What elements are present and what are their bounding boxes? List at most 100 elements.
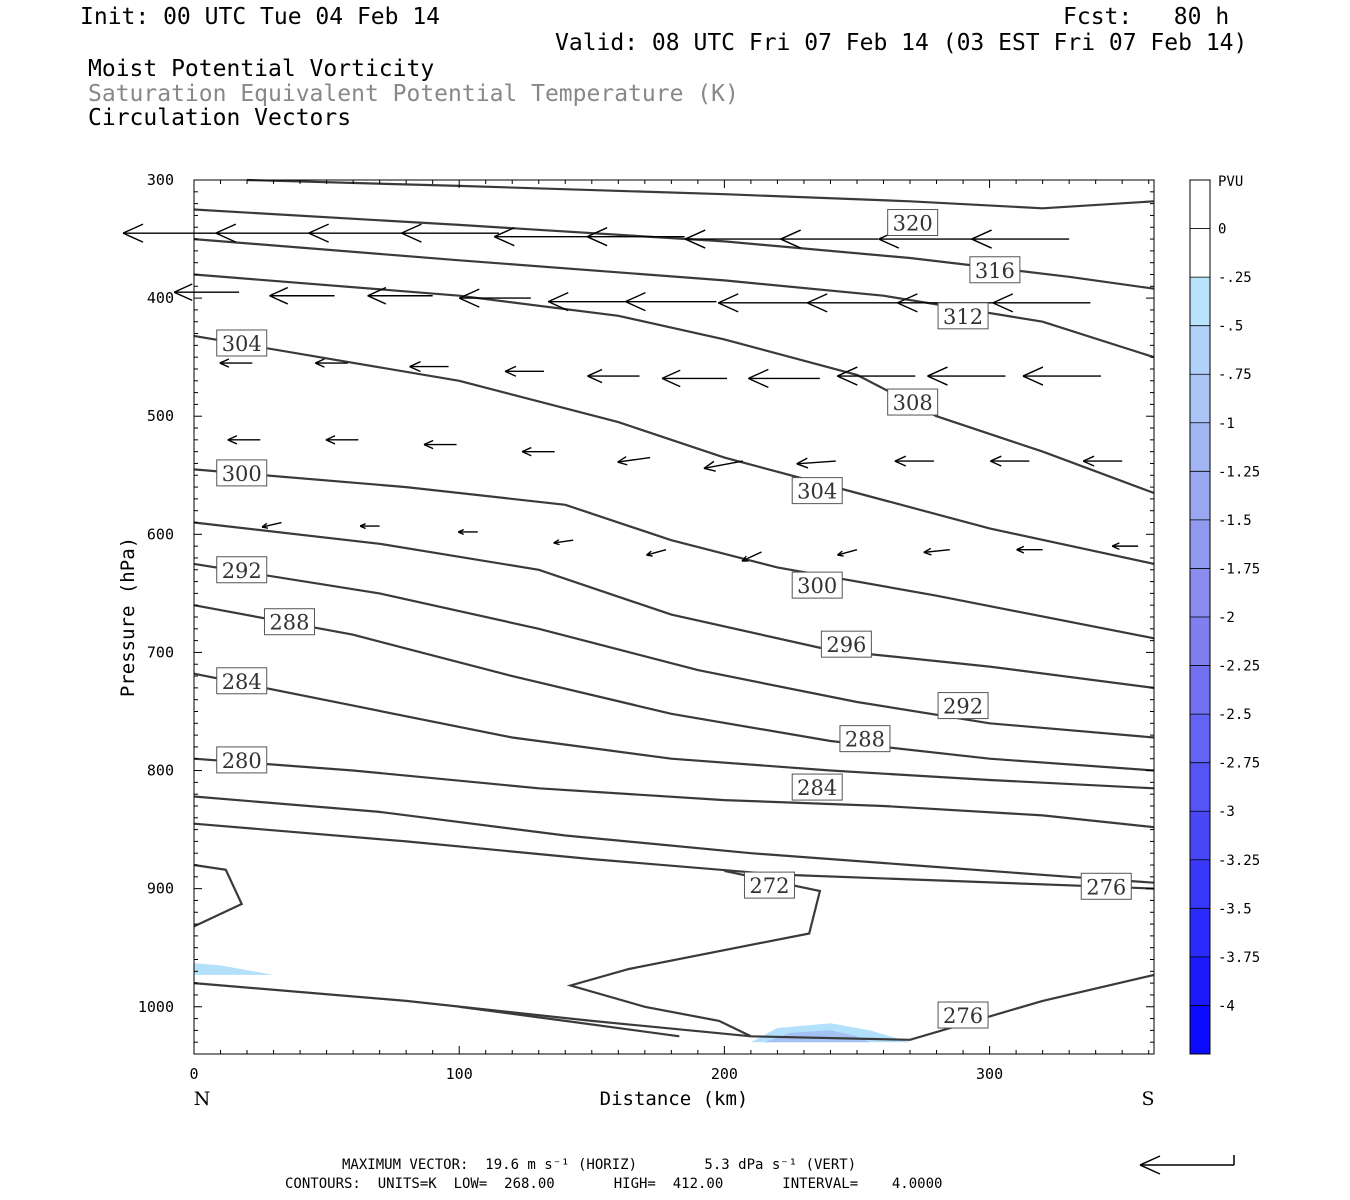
colorbar-label: -3.5 bbox=[1218, 901, 1252, 917]
vector-head bbox=[703, 460, 715, 469]
vector-head bbox=[227, 439, 238, 445]
vector-head bbox=[587, 368, 603, 377]
valid-time: Valid: 08 UTC Fri 07 Feb 14 (03 EST Fri … bbox=[555, 30, 1248, 56]
circulation-vector bbox=[927, 366, 1006, 386]
vector-head bbox=[409, 361, 421, 368]
vector-head bbox=[684, 229, 706, 240]
contour-label-text: 292 bbox=[222, 559, 262, 583]
colorbar-label: -2.5 bbox=[1218, 707, 1252, 723]
contour-label-text: 304 bbox=[222, 332, 262, 356]
vector-head bbox=[325, 439, 336, 445]
contour-label-text: 320 bbox=[893, 212, 933, 236]
circulation-vector bbox=[553, 539, 574, 546]
vector-head bbox=[269, 286, 289, 297]
circulation-vector bbox=[359, 522, 380, 530]
colorbar-segment bbox=[1190, 422, 1210, 472]
theta-contour-line bbox=[193, 973, 1155, 1041]
vector-head bbox=[359, 522, 366, 527]
circulation-vector bbox=[547, 292, 627, 312]
vector-head bbox=[717, 293, 739, 304]
vector-head bbox=[992, 302, 1014, 313]
theta-contour-line bbox=[193, 208, 1155, 290]
vector-head bbox=[261, 522, 268, 528]
vector-head bbox=[1111, 542, 1120, 547]
max-vector-note: MAXIMUM VECTOR: 19.6 m s⁻¹ (HORIZ) 5.3 d… bbox=[342, 1157, 857, 1173]
colorbar-segment bbox=[1190, 180, 1210, 230]
contour-label-box bbox=[216, 329, 268, 357]
vector-head bbox=[586, 236, 608, 247]
theta-contour-line bbox=[193, 334, 1155, 565]
y-tick-label: 900 bbox=[147, 880, 174, 898]
circulation-vector bbox=[227, 435, 261, 445]
circulation-vector bbox=[261, 521, 282, 529]
contour-label-text: 312 bbox=[943, 305, 983, 329]
contour-label-text: 272 bbox=[749, 874, 789, 898]
vector-head bbox=[423, 443, 434, 450]
contour-label-box bbox=[791, 477, 843, 505]
axes: 300 400 500 600 700 800 900 1000 0 100 200 300 bbox=[138, 171, 1154, 1083]
y-tick-label: 300 bbox=[147, 171, 174, 189]
field-title-pv: Moist Potential Vorticity bbox=[88, 56, 435, 82]
contour-label-box bbox=[743, 871, 795, 899]
contour-label-box bbox=[820, 630, 872, 658]
vector-head bbox=[990, 455, 1002, 462]
vector-head bbox=[796, 463, 809, 469]
colorbar-segment bbox=[1190, 811, 1210, 861]
field-title-theta: Saturation Equivalent Potential Temperat… bbox=[88, 81, 739, 107]
contour-label-text: 284 bbox=[797, 776, 837, 800]
theta-contour-line bbox=[246, 178, 1155, 210]
circulation-vector bbox=[717, 293, 810, 313]
colorbar-label: -.75 bbox=[1218, 367, 1252, 383]
colorbar-label: -3.25 bbox=[1218, 853, 1260, 869]
theta-contour-line bbox=[459, 1005, 680, 1038]
contour-label-text: 288 bbox=[269, 611, 309, 635]
theta-contour-line bbox=[193, 822, 1155, 890]
circulation-vector bbox=[173, 283, 240, 302]
circulation-vector bbox=[215, 223, 314, 243]
vector-head bbox=[837, 550, 843, 556]
circulation-vector bbox=[806, 293, 905, 313]
contour-label: 304 bbox=[791, 477, 843, 505]
circulation-vector bbox=[269, 286, 335, 305]
vector-shaft bbox=[617, 456, 651, 463]
colorbar-segment bbox=[1190, 1005, 1210, 1055]
vector-head bbox=[215, 223, 237, 234]
colorbar-label: -.5 bbox=[1218, 319, 1243, 335]
vector-head bbox=[617, 461, 628, 466]
circulation-vector bbox=[661, 369, 728, 388]
contour-label-text: 288 bbox=[845, 728, 885, 752]
contour-label: 296 bbox=[820, 630, 872, 658]
vector-head bbox=[1022, 375, 1044, 386]
contour-label: 304 bbox=[216, 329, 268, 357]
vector-head bbox=[1082, 460, 1095, 467]
contour-label-text: 300 bbox=[797, 574, 837, 598]
vector-head bbox=[927, 366, 948, 377]
vector-head bbox=[837, 554, 844, 557]
circulation-vector bbox=[586, 227, 685, 247]
contour-label-box bbox=[1080, 872, 1132, 900]
forecast-hour: Fcst: 80 h bbox=[1063, 4, 1230, 30]
init-time: Init: 00 UTC Tue 04 Feb 14 bbox=[80, 4, 441, 30]
vector-head bbox=[646, 554, 653, 557]
vector-head bbox=[457, 531, 465, 536]
vector-head bbox=[1022, 366, 1044, 377]
contour-label-box bbox=[839, 725, 891, 753]
circulation-vector bbox=[401, 223, 499, 243]
colorbar-label: -1 bbox=[1218, 416, 1235, 432]
contour-label-text: 276 bbox=[1086, 875, 1126, 899]
contour-label-text: 316 bbox=[975, 259, 1015, 283]
circulation-vector bbox=[325, 435, 359, 445]
y-tick-label: 800 bbox=[147, 762, 174, 780]
vector-shaft bbox=[923, 548, 950, 554]
vector-head bbox=[504, 365, 517, 372]
theta-contour-line bbox=[193, 672, 1155, 790]
vector-head bbox=[367, 295, 387, 305]
circulation-vector bbox=[587, 368, 640, 384]
circulation-vector bbox=[457, 528, 478, 536]
contour-label: 276 bbox=[937, 1001, 989, 1029]
colorbar-segment bbox=[1190, 568, 1210, 618]
circulation-vector bbox=[459, 288, 531, 308]
colorbar-segment bbox=[1190, 908, 1210, 958]
reference-vector bbox=[1139, 1155, 1235, 1175]
